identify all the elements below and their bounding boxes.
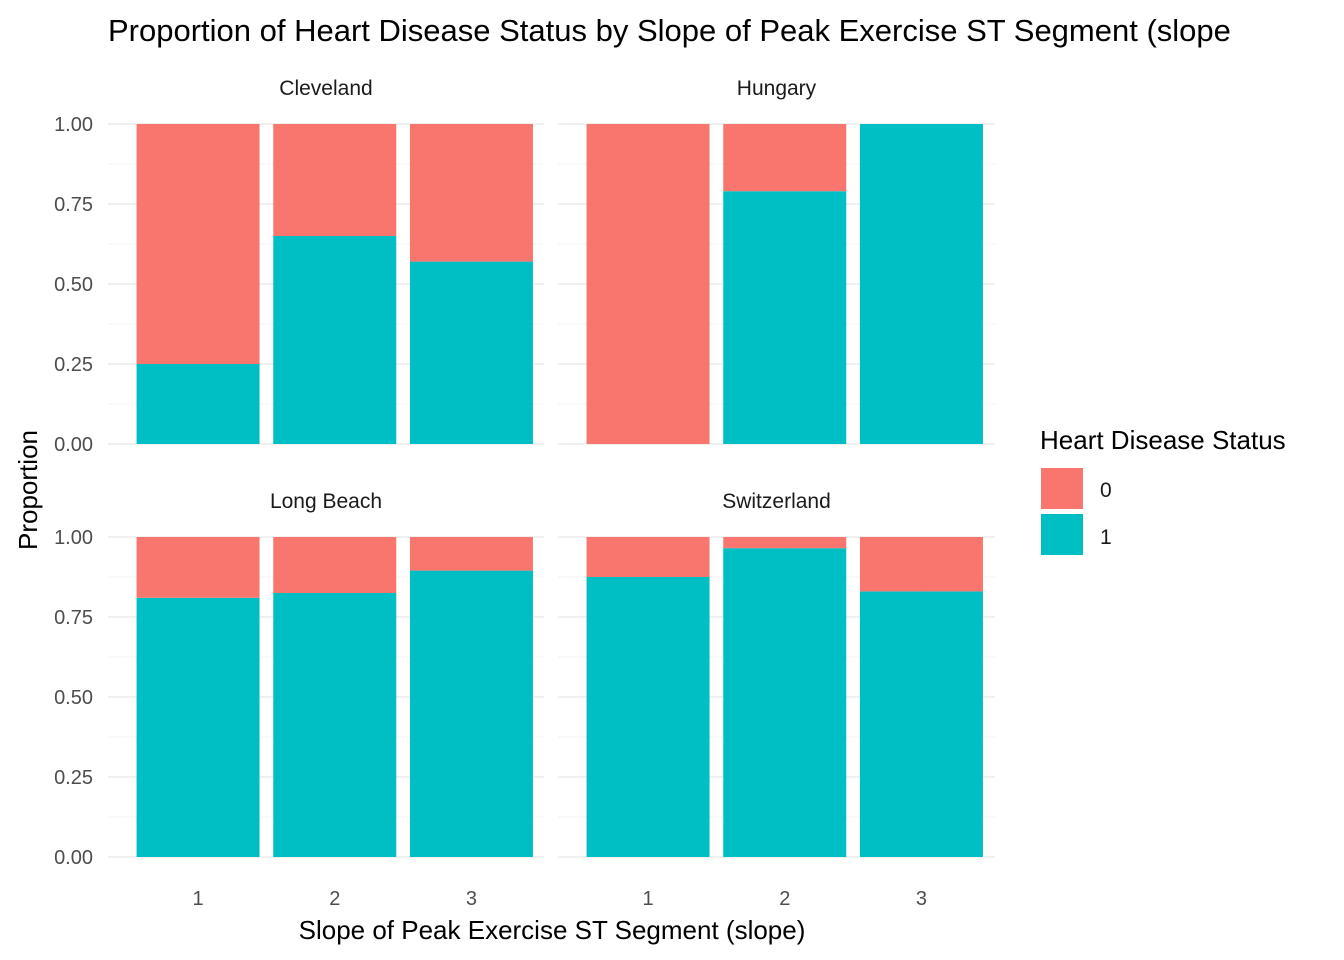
facet-label-long-beach: Long Beach — [270, 490, 382, 513]
long-beach-bar-slope-1-status-1 — [136, 597, 260, 857]
legend-label-1: 1 — [1100, 526, 1112, 549]
cleveland-bar-slope-3-status-1 — [409, 261, 533, 444]
x-tick-label: 2 — [779, 888, 790, 910]
facet-panels: Cleveland 0.00 0.25 0.50 0.75 1.00 Hungary Long… — [54, 77, 995, 910]
switzerland-bar-slope-3-status-1 — [859, 591, 983, 857]
long-beach-bar-slope-3-status-1 — [409, 570, 533, 857]
y-axis-title: Proportion — [13, 430, 43, 550]
y-tick-label: 0.00 — [54, 434, 93, 456]
facet-label-cleveland: Cleveland — [279, 77, 372, 100]
hungary-bar-slope-2-status-1 — [723, 191, 847, 444]
switzerland-bar-slope-2-status-0 — [723, 537, 847, 549]
y-tick-label: 0.75 — [54, 194, 93, 216]
hungary-bar-slope-1-status-0 — [586, 124, 710, 444]
legend-key-1 — [1041, 514, 1083, 555]
y-tick-label: 0.25 — [54, 767, 93, 789]
cleveland-bar-slope-1-status-1 — [136, 364, 260, 444]
y-tick-label: 0.50 — [54, 274, 93, 296]
long-beach-bar-slope-1-status-0 — [136, 537, 260, 598]
hungary-bar-slope-2-status-0 — [723, 124, 847, 192]
switzerland-bar-slope-1-status-1 — [586, 577, 710, 857]
switzerland-bar-slope-1-status-0 — [586, 537, 710, 577]
chart-title: Proportion of Heart Disease Status by Sl… — [108, 13, 1231, 48]
x-axis-title: Slope of Peak Exercise ST Segment (slope… — [299, 915, 806, 945]
y-tick-label: 0.25 — [54, 354, 93, 376]
cleveland-bar-slope-2-status-1 — [273, 236, 397, 444]
legend-label-0: 0 — [1100, 479, 1112, 502]
facet-label-switzerland: Switzerland — [722, 490, 831, 513]
x-tick-label: 1 — [192, 888, 203, 910]
legend-title: Heart Disease Status — [1040, 425, 1286, 455]
switzerland-bar-slope-2-status-1 — [723, 548, 847, 857]
cleveland-bar-slope-2-status-0 — [273, 124, 397, 236]
y-tick-label: 1.00 — [54, 114, 93, 136]
long-beach-bar-slope-2-status-0 — [273, 537, 397, 593]
x-tick-label: 3 — [916, 888, 927, 910]
x-tick-label: 2 — [329, 888, 340, 910]
long-beach-bar-slope-3-status-0 — [409, 537, 533, 571]
legend: Heart Disease Status 0 1 — [1040, 425, 1286, 555]
y-tick-label: 0.00 — [54, 847, 93, 869]
cleveland-bar-slope-3-status-0 — [409, 124, 533, 262]
y-tick-label: 0.75 — [54, 607, 93, 629]
facet-label-hungary: Hungary — [737, 77, 817, 100]
x-tick-label: 1 — [642, 888, 653, 910]
x-tick-label: 3 — [466, 888, 477, 910]
y-tick-label: 1.00 — [54, 527, 93, 549]
cleveland-bar-slope-1-status-0 — [136, 124, 260, 364]
long-beach-bar-slope-2-status-1 — [273, 593, 397, 857]
hungary-bar-slope-3-status-1 — [859, 124, 983, 444]
y-tick-label: 0.50 — [54, 687, 93, 709]
legend-key-0 — [1041, 468, 1083, 509]
switzerland-bar-slope-3-status-0 — [859, 537, 983, 592]
